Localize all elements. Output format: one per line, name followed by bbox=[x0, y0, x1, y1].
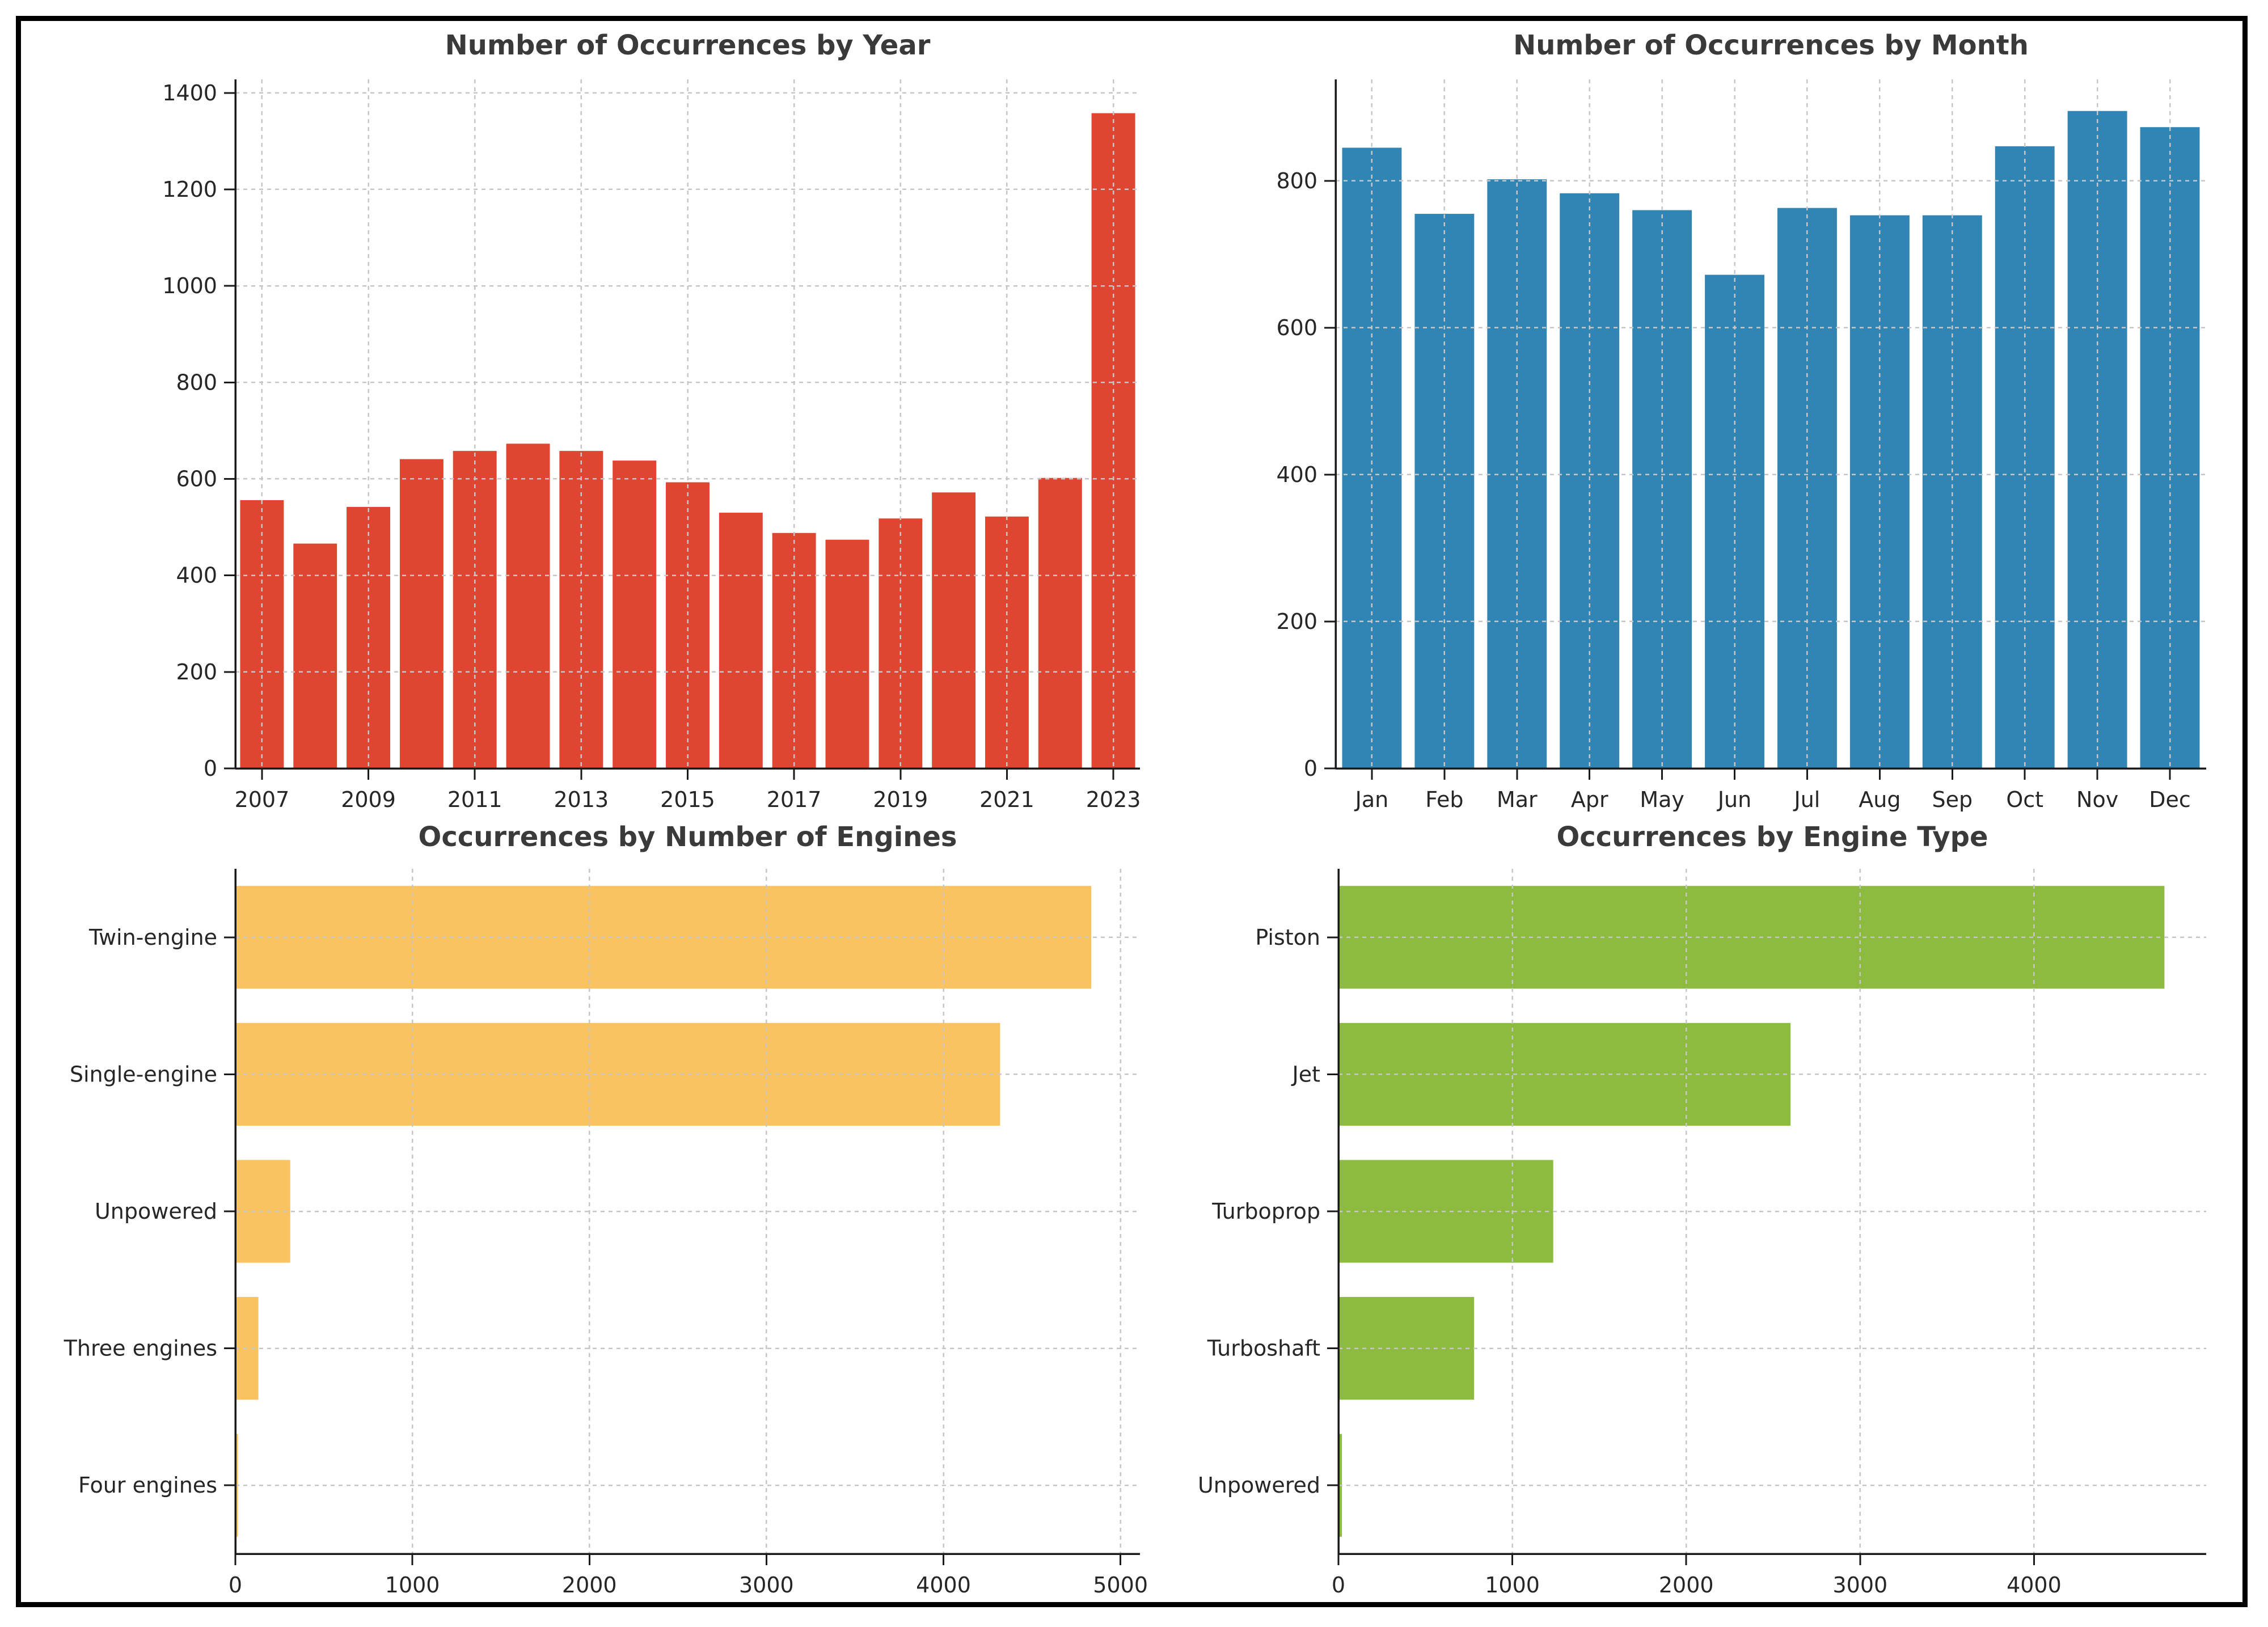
category-label: Three engines bbox=[64, 1336, 217, 1361]
x-tick-label: 2021 bbox=[979, 787, 1034, 812]
engine-type-bar-chart-plot: 0 1000 2000 3000 4000 Piston Jet Turboprop Turbo… bbox=[1198, 869, 2206, 1598]
bar-2018 bbox=[825, 539, 869, 768]
bar-Twin-engine bbox=[235, 886, 1092, 989]
bar-2010 bbox=[399, 459, 444, 768]
x-tick-label: 2011 bbox=[447, 787, 502, 812]
x-tick-label: Oct bbox=[2006, 787, 2043, 812]
x-tick-label: Dec bbox=[2149, 787, 2191, 812]
bar-2008 bbox=[293, 543, 337, 768]
x-tick-label: 2007 bbox=[235, 787, 290, 812]
y-tick-label: 600 bbox=[1276, 315, 1317, 340]
y-tick-label: 400 bbox=[176, 563, 217, 588]
y-tick-label: 1400 bbox=[162, 81, 217, 105]
x-tick-label: May bbox=[1640, 787, 1684, 812]
y-tick-label: 400 bbox=[1276, 462, 1317, 487]
bar-2022 bbox=[1038, 477, 1082, 768]
x-tick-label: 0 bbox=[1332, 1573, 1345, 1598]
x-tick-label: Aug bbox=[1859, 787, 1900, 812]
x-tick-label: 2000 bbox=[562, 1573, 617, 1598]
x-tick-label: 3000 bbox=[1832, 1573, 1887, 1598]
category-label: Turboshaft bbox=[1207, 1336, 1320, 1361]
x-tick-label: 4000 bbox=[916, 1573, 971, 1598]
bar-Turboshaft bbox=[1338, 1297, 1475, 1400]
bar-2011 bbox=[453, 451, 497, 768]
x-tick-label: 2017 bbox=[767, 787, 822, 812]
x-tick-label: Feb bbox=[1425, 787, 1463, 812]
bar-2013 bbox=[559, 451, 603, 768]
category-label: Jet bbox=[1291, 1062, 1321, 1087]
bar-Jan bbox=[1342, 147, 1402, 768]
category-label: Unpowered bbox=[95, 1199, 217, 1224]
bar-Turboprop bbox=[1338, 1160, 1553, 1263]
x-tick-label: 3000 bbox=[739, 1573, 794, 1598]
y-tick-label: 200 bbox=[176, 660, 217, 684]
x-tick-label: Mar bbox=[1497, 787, 1538, 812]
bar-2014 bbox=[613, 460, 657, 768]
category-label: Single-engine bbox=[70, 1062, 217, 1087]
y-tick-label: 1200 bbox=[162, 177, 217, 202]
x-tick-label: Sep bbox=[1932, 787, 1973, 812]
month-bar-chart-plot: 0 200 400 600 800 Jan Feb Mar Apr May Jun Jul Aug Sep… bbox=[1276, 79, 2206, 812]
x-tick-label: 1000 bbox=[385, 1573, 440, 1598]
y-tick-label: 1000 bbox=[162, 273, 217, 298]
x-tick-label: Jun bbox=[1717, 787, 1751, 812]
bar-2015 bbox=[666, 482, 709, 768]
category-label: Four engines bbox=[78, 1473, 217, 1498]
category-label: Twin-engine bbox=[88, 925, 217, 950]
y-tick-label: 0 bbox=[1304, 756, 1317, 781]
x-tick-label: Apr bbox=[1571, 787, 1608, 812]
engine-count-bar-chart-plot: 0 1000 2000 3000 4000 5000 Twin-engine Single-e… bbox=[64, 869, 1148, 1598]
category-label: Turboprop bbox=[1211, 1199, 1320, 1224]
chart-title-occurrences-by-year: Number of Occurrences by Year bbox=[445, 29, 931, 61]
x-tick-label: 4000 bbox=[2007, 1573, 2062, 1598]
bar-2020 bbox=[932, 492, 976, 768]
y-tick-label: 200 bbox=[1276, 609, 1317, 634]
bar-2016 bbox=[719, 513, 763, 768]
chart-title-occurrences-by-engine-type: Occurrences by Engine Type bbox=[1556, 821, 1988, 853]
category-label: Unpowered bbox=[1198, 1473, 1320, 1498]
x-tick-label: 2019 bbox=[873, 787, 928, 812]
x-tick-label: 2000 bbox=[1659, 1573, 1714, 1598]
x-tick-label: 0 bbox=[229, 1573, 242, 1598]
y-tick-label: 0 bbox=[204, 756, 217, 781]
x-tick-label: Nov bbox=[2076, 787, 2118, 812]
x-tick-label: 2009 bbox=[341, 787, 396, 812]
x-tick-label: 1000 bbox=[1485, 1573, 1540, 1598]
y-tick-label: 800 bbox=[176, 370, 217, 395]
year-bar-chart-plot: 0 200 400 600 800 1000 1200 1400 2007 2009 2011 201… bbox=[162, 79, 1141, 812]
chart-title-occurrences-by-month: Number of Occurrences by Month bbox=[1513, 29, 2029, 61]
bar-Mar bbox=[1487, 179, 1547, 768]
y-tick-label: 600 bbox=[176, 466, 217, 491]
x-tick-label: 2015 bbox=[660, 787, 715, 812]
x-tick-label: 2023 bbox=[1086, 787, 1141, 812]
category-label: Piston bbox=[1255, 925, 1320, 950]
y-tick-label: 800 bbox=[1276, 168, 1317, 193]
x-tick-label: 2013 bbox=[554, 787, 609, 812]
x-tick-label: Jan bbox=[1354, 787, 1389, 812]
chart-title-occurrences-by-number-of-engines: Occurrences by Number of Engines bbox=[418, 821, 957, 853]
x-tick-label: Jul bbox=[1793, 787, 1821, 812]
bar-2012 bbox=[506, 443, 550, 768]
x-tick-label: 5000 bbox=[1093, 1573, 1148, 1598]
